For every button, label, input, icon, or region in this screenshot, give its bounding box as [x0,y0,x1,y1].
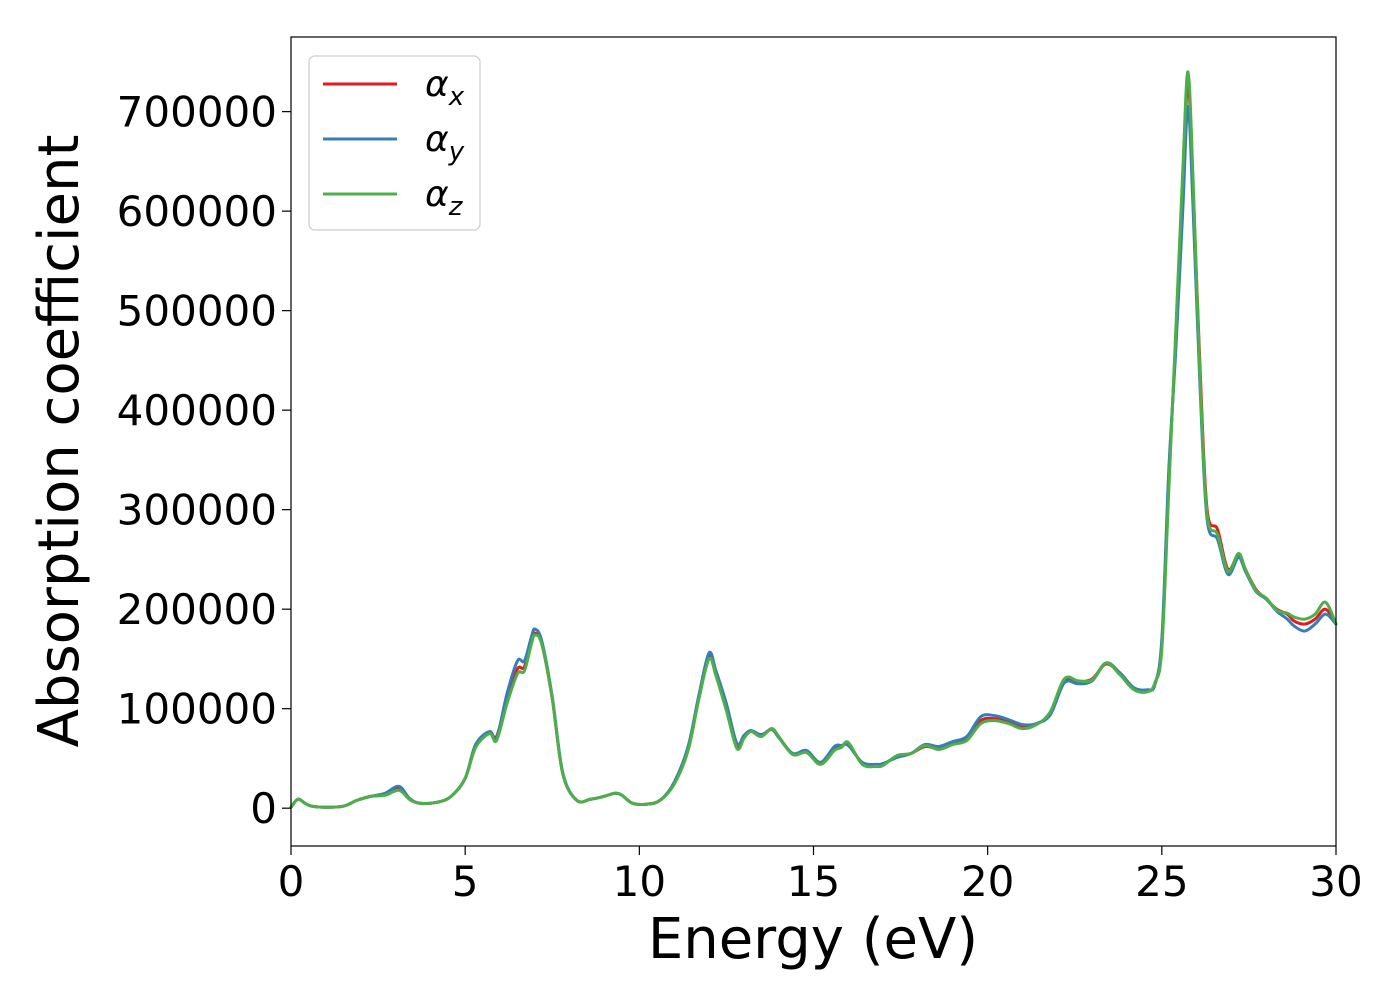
legend-label-y: αy [425,119,465,167]
y-tick-label: 600000 [117,187,277,236]
y-axis-label: Absorption coefficient [27,135,92,748]
x-tick-label: 0 [278,857,305,906]
legend: αx αy αz [308,55,481,231]
legend-label-z: αz [425,174,464,222]
x-axis-label: Energy (eV) [648,907,978,972]
y-axis: 0 100000 200000 300000 400000 500000 600000 700… [117,88,291,833]
y-tick-label: 700000 [117,88,277,137]
x-tick-label: 5 [452,857,479,906]
legend-box [308,55,481,231]
y-tick-label: 500000 [117,287,277,336]
x-tick-label: 10 [613,857,666,906]
y-tick-label: 300000 [117,486,277,535]
legend-label-x: αx [425,64,465,112]
y-tick-label: 200000 [117,585,277,634]
series-line-z [289,70,1338,809]
x-tick-label: 20 [961,857,1014,906]
y-tick-label: 0 [250,784,277,833]
x-tick-label: 25 [1135,857,1188,906]
series-layer [289,70,1338,809]
x-tick-label: 30 [1309,857,1362,906]
x-tick-label: 15 [787,857,840,906]
y-tick-label: 100000 [117,685,277,734]
x-axis: 0 5 10 15 20 25 30 [278,846,1363,906]
y-tick-label: 400000 [117,386,277,435]
